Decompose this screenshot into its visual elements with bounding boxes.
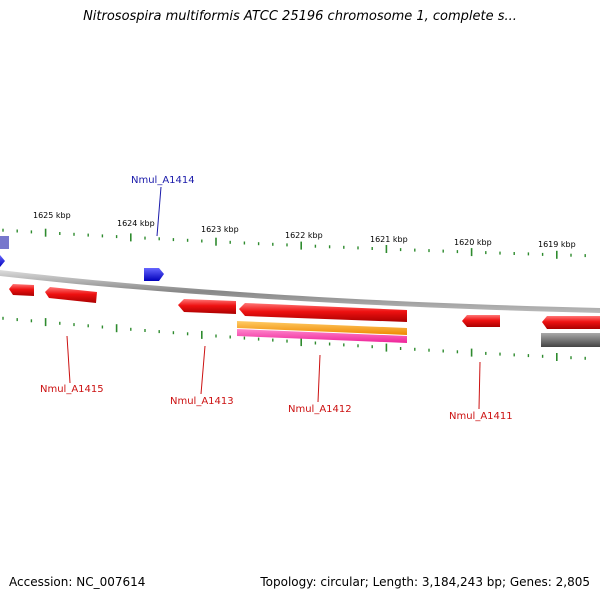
leader-line-a1414: [156, 186, 162, 237]
gene-nmul-a1412[interactable]: [239, 303, 407, 322]
trna-magenta[interactable]: [237, 329, 407, 343]
tick-label-1620: 1620 kbp: [454, 238, 492, 247]
tick-layer: 1625 kbp 1624 kbp 1623 kbp 1622 kbp 1621…: [2, 211, 586, 361]
gene-label-a1412[interactable]: Nmul_A1412: [288, 404, 352, 415]
accession-label: Accession: NC_007614: [9, 575, 146, 589]
tick-label-1621: 1621 kbp: [370, 235, 408, 244]
tick-label-1623: 1623 kbp: [201, 225, 239, 234]
leader-line-a1411: [478, 361, 481, 410]
gene-nmul-a1415[interactable]: [45, 287, 97, 303]
genome-stats-label: Topology: circular; Length: 3,184,243 bp…: [260, 575, 590, 589]
gene-label-a1411[interactable]: Nmul_A1411: [449, 411, 513, 422]
gene-label-a1415[interactable]: Nmul_A1415: [40, 384, 104, 395]
gene-blue-upper-left[interactable]: [0, 236, 9, 249]
gene-label-a1413[interactable]: Nmul_A1413: [170, 396, 234, 407]
gene-nmul-a1414[interactable]: [144, 268, 164, 281]
gene-gray-right[interactable]: [541, 333, 600, 347]
gene-label-a1414[interactable]: Nmul_A1414: [131, 175, 195, 186]
gene-red-1[interactable]: [9, 284, 34, 296]
rrna-orange[interactable]: [237, 321, 407, 335]
gene-nmul-a1413[interactable]: [178, 299, 236, 314]
leader-line-a1412: [317, 354, 321, 403]
tick-label-1624: 1624 kbp: [117, 219, 155, 228]
gene-red-right[interactable]: [542, 316, 600, 329]
tick-label-1619: 1619 kbp: [538, 240, 576, 249]
leader-line-a1415: [66, 335, 71, 384]
tick-label-1622: 1622 kbp: [285, 231, 323, 240]
tick-label-1625: 1625 kbp: [33, 211, 71, 220]
map-title: Nitrosospira multiformis ATCC 25196 chro…: [83, 9, 517, 24]
leader-line-a1413: [200, 345, 206, 395]
chromosome-backbone: [0, 270, 600, 313]
gene-nmul-a1411[interactable]: [462, 315, 500, 327]
gene-blue-left-edge[interactable]: [0, 255, 5, 267]
